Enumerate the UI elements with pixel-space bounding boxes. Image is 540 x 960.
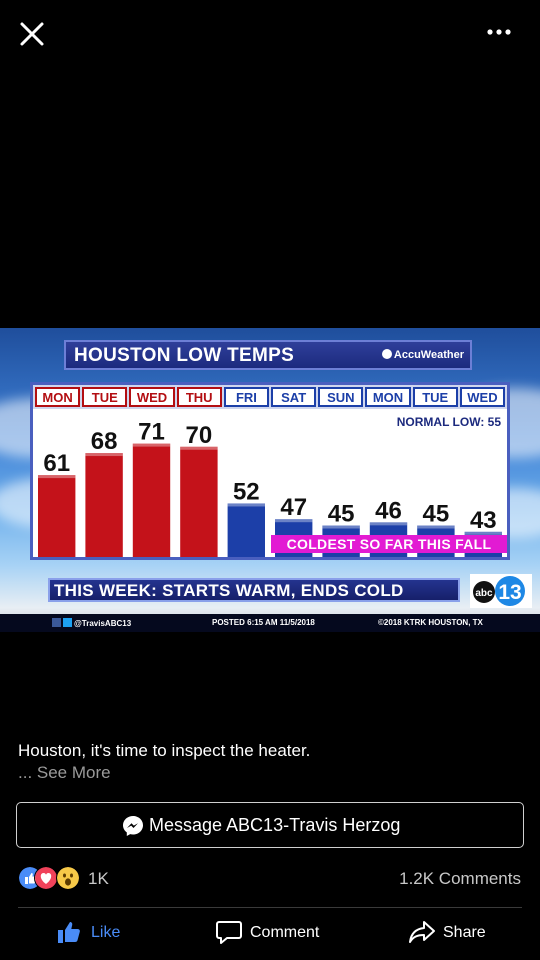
- temperature-value-label: 47: [280, 494, 307, 521]
- day-label: SAT: [271, 387, 317, 407]
- temperature-value-label: 70: [186, 422, 213, 449]
- temperature-value-label: 43: [470, 507, 497, 534]
- share-icon: [409, 921, 435, 943]
- day-label: FRI: [223, 387, 270, 407]
- bar-highlight: [132, 443, 171, 447]
- temperature-chart: MON TUE WED THU FRI SAT SUN MON TUE WED NORMAL LO…: [30, 382, 510, 560]
- post-photo[interactable]: HOUSTON LOW TEMPS AccuWeather MON TUE WED T…: [0, 328, 540, 632]
- comments-count[interactable]: 1.2K Comments: [399, 869, 521, 888]
- lower-third-text: THIS WEEK: STARTS WARM, ENDS COLD: [54, 581, 404, 600]
- ticker-handle: @TravisABC13: [74, 619, 132, 628]
- coldest-banner: COLDEST SO FAR THIS FALL: [271, 535, 507, 553]
- divider: [18, 907, 522, 908]
- message-button-label: Message ABC13-Travis Herzog: [149, 815, 401, 835]
- abc13-logo: abc 13: [470, 574, 532, 608]
- graphic-title: HOUSTON LOW TEMPS: [74, 345, 295, 366]
- messenger-icon: [123, 816, 143, 836]
- ticker-copyright: ©2018 KTRK HOUSTON, TX: [378, 618, 483, 627]
- bar-highlight: [322, 525, 360, 529]
- bar-highlight: [227, 503, 265, 507]
- temperature-value-label: 46: [375, 497, 402, 524]
- like-label: Like: [91, 924, 121, 941]
- logo-abc-text: abc: [475, 588, 493, 599]
- comment-icon: [216, 921, 242, 944]
- lower-third: THIS WEEK: STARTS WARM, ENDS COLD: [48, 578, 460, 602]
- temperature-value-label: 61: [43, 450, 70, 477]
- message-button[interactable]: Message ABC13-Travis Herzog: [16, 802, 524, 848]
- temperature-value-label: 52: [233, 478, 260, 505]
- bar-highlight: [417, 525, 455, 529]
- temperature-value-label: 71: [138, 419, 165, 446]
- temperature-bar: [227, 503, 265, 557]
- day-label: TUE: [412, 387, 458, 407]
- close-icon[interactable]: [14, 16, 50, 52]
- day-header-row: MON TUE WED THU FRI SAT SUN MON TUE WED: [33, 385, 507, 409]
- love-reaction-icon: [34, 866, 58, 890]
- share-button[interactable]: Share: [408, 918, 508, 950]
- accuweather-logo: AccuWeather: [381, 349, 464, 361]
- day-label: THU: [176, 387, 222, 407]
- logo-number-text: 13: [498, 581, 521, 604]
- reaction-count[interactable]: 1K: [88, 869, 109, 888]
- day-label: TUE: [82, 387, 128, 407]
- see-more-link[interactable]: ... See More: [18, 763, 111, 782]
- top-bar: [0, 0, 540, 70]
- bar-highlight: [369, 522, 408, 526]
- day-label: MON: [365, 387, 411, 407]
- bar-highlight: [38, 475, 76, 479]
- day-label: WED: [129, 387, 175, 407]
- temperature-bar: [132, 443, 171, 557]
- temperature-value-label: 68: [91, 428, 118, 455]
- graphic-title-bar: HOUSTON LOW TEMPS AccuWeather: [64, 340, 472, 370]
- share-label: Share: [443, 924, 486, 941]
- ticker-posted: POSTED 6:15 AM 11/5/2018: [212, 618, 315, 627]
- temperature-value-label: 45: [328, 501, 355, 528]
- facebook-icon: [52, 618, 61, 627]
- like-button[interactable]: Like: [56, 918, 136, 950]
- wow-reaction-icon: [56, 866, 80, 890]
- ticker-social: @TravisABC13: [52, 618, 131, 628]
- temperature-bar: [180, 446, 218, 557]
- comment-label: Comment: [250, 924, 320, 941]
- comment-button[interactable]: Comment: [215, 918, 335, 950]
- bar-highlight: [464, 531, 502, 535]
- normal-low-label: NORMAL LOW: 55: [396, 415, 501, 429]
- day-label: SUN: [318, 387, 364, 407]
- day-label: MON: [35, 387, 81, 407]
- bar-highlight: [180, 446, 218, 450]
- thumbs-up-icon: [58, 922, 80, 943]
- bar-highlight: [275, 519, 313, 523]
- temperature-bar: [38, 475, 76, 557]
- brand-label: AccuWeather: [393, 349, 464, 361]
- sun-icon: [381, 349, 392, 359]
- temperature-value-label: 45: [423, 501, 450, 528]
- bar-highlight: [85, 453, 123, 457]
- ticker-bar: @TravisABC13 POSTED 6:15 AM 11/5/2018 ©2…: [0, 614, 540, 632]
- twitter-icon: [63, 618, 72, 627]
- temperature-bar: [85, 453, 123, 557]
- post-caption: Houston, it's time to inspect the heater…: [18, 741, 311, 760]
- more-horizontal-icon[interactable]: [482, 22, 518, 42]
- day-label: WED: [459, 387, 506, 407]
